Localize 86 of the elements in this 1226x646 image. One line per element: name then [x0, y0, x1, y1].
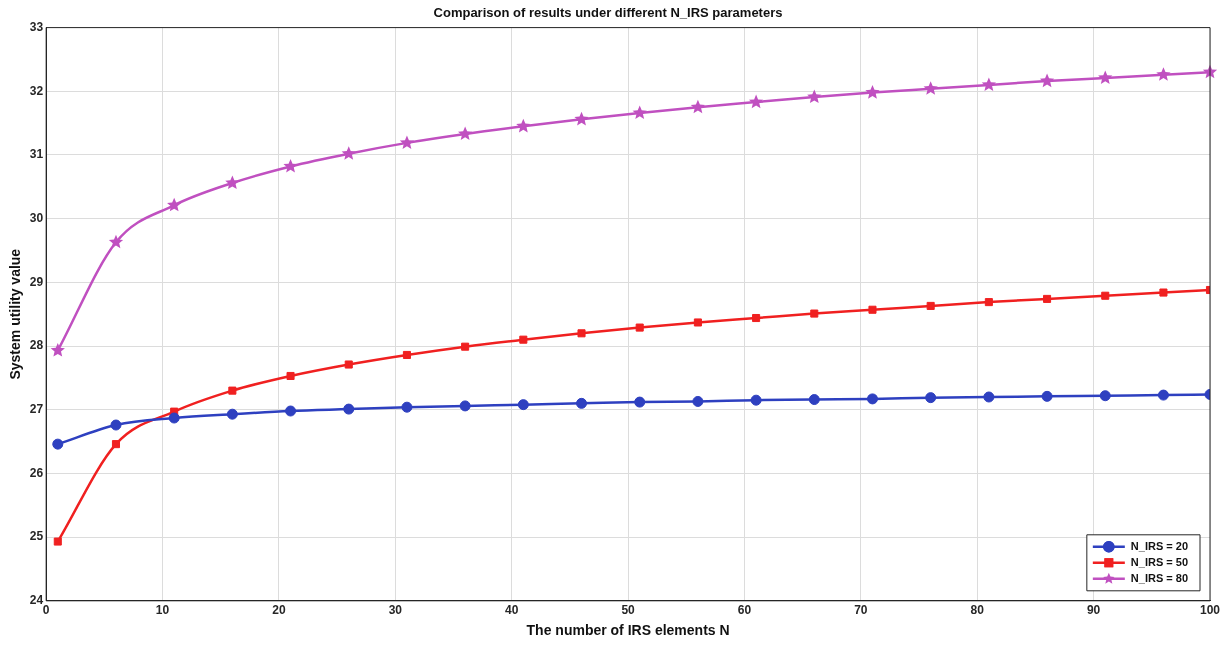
x-axis-title: The number of IRS elements N [526, 622, 730, 639]
point [1041, 390, 1053, 402]
x-tick-label: 50 [621, 603, 636, 618]
point [690, 99, 706, 114]
y-axis-title: System utility value [7, 248, 24, 380]
point [344, 360, 353, 369]
point [286, 371, 295, 381]
point [50, 343, 65, 357]
y-tick-label: 32 [29, 83, 44, 98]
x-tick-label: 10 [155, 603, 170, 618]
point [1039, 73, 1055, 88]
point [635, 323, 644, 332]
point [923, 81, 938, 95]
point [53, 537, 62, 546]
point [461, 342, 470, 351]
x-tick-label: 20 [272, 603, 286, 618]
y-tick-label: 30 [29, 210, 44, 225]
point [402, 350, 411, 359]
point [926, 301, 935, 310]
point [1043, 294, 1052, 303]
point [108, 234, 124, 249]
point [868, 305, 877, 314]
x-tick-label: 40 [505, 603, 519, 618]
point [343, 403, 355, 415]
legend-label: N_IRS = 50 [1130, 555, 1188, 568]
x-tick-label: 100 [1199, 603, 1221, 618]
y-tick-label: 26 [29, 465, 44, 480]
point [519, 335, 528, 344]
point [981, 77, 996, 91]
point [111, 440, 121, 449]
point [1157, 389, 1169, 401]
y-tick-label: 33 [29, 19, 44, 34]
y-tick-label: 29 [29, 274, 44, 289]
point [748, 94, 764, 109]
point [693, 318, 702, 327]
point [517, 399, 529, 411]
point [399, 135, 415, 149]
point [865, 85, 880, 99]
point [110, 419, 122, 431]
point [810, 309, 819, 318]
x-tick-label: 90 [1086, 603, 1101, 618]
legend-label: N_IRS = 80 [1130, 571, 1188, 584]
point [459, 400, 471, 412]
point [807, 89, 822, 104]
point [925, 392, 937, 404]
point [341, 146, 356, 160]
point [1098, 70, 1113, 84]
y-tick-label: 24 [29, 593, 44, 608]
point [458, 126, 473, 141]
point [632, 105, 647, 120]
legend-label: N_IRS = 20 [1130, 539, 1188, 552]
x-tick-label: 60 [737, 603, 752, 618]
point [577, 329, 586, 338]
y-tick-label: 27 [29, 402, 44, 417]
y-tick-label: 28 [29, 338, 44, 353]
point [283, 158, 298, 173]
x-tick-label: 80 [970, 603, 985, 618]
point [228, 386, 237, 395]
point [808, 394, 820, 406]
point [752, 313, 761, 323]
y-tick-label: 31 [29, 147, 44, 162]
point [52, 438, 64, 450]
point [167, 197, 182, 212]
point [168, 412, 180, 424]
chart-title: Comparison of results under different N_IRS parameters [433, 5, 783, 21]
point [692, 395, 704, 407]
x-tick-label: 70 [854, 603, 868, 618]
point [225, 175, 240, 190]
point [1101, 291, 1110, 300]
point [401, 401, 413, 413]
point [516, 118, 531, 133]
point [1156, 67, 1171, 81]
point [984, 298, 993, 307]
point [1099, 390, 1111, 402]
point [576, 397, 588, 409]
point [983, 391, 995, 403]
y-tick-label: 25 [29, 529, 44, 544]
point [1159, 288, 1168, 297]
x-tick-label: 30 [388, 603, 403, 618]
point [750, 394, 762, 406]
point [226, 408, 238, 420]
point [574, 111, 589, 126]
point [634, 396, 646, 408]
point [285, 405, 297, 417]
point [866, 393, 878, 405]
x-tick-label: 0 [42, 603, 50, 618]
